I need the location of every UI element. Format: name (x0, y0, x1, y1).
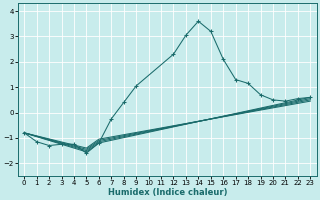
X-axis label: Humidex (Indice chaleur): Humidex (Indice chaleur) (108, 188, 227, 197)
